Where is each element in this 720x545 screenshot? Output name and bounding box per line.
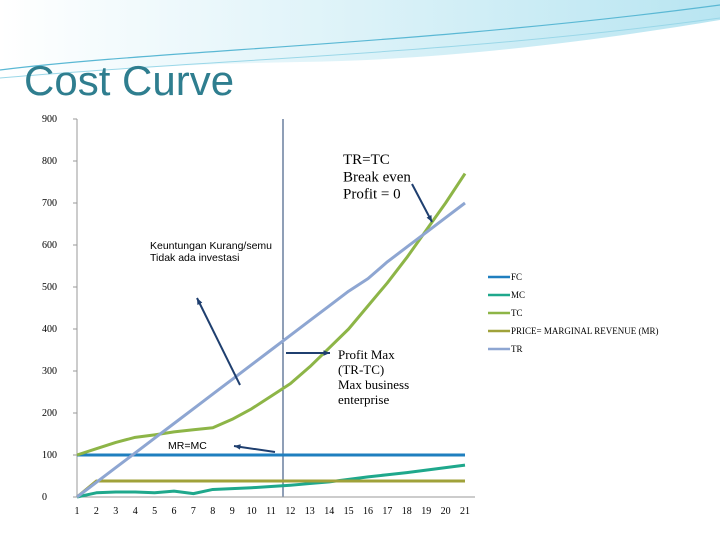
x-tick-label: 2	[94, 506, 99, 517]
x-tick-label: 13	[305, 506, 315, 517]
annotation-arrow	[233, 445, 276, 453]
header-wave-line	[0, 4, 720, 71]
header-wave-line	[0, 17, 720, 79]
annotation: Keuntungan Kurang/semu	[150, 240, 272, 252]
x-tick-label: 21	[460, 506, 470, 517]
y-tick-label: 100	[42, 450, 57, 461]
x-tick-label: 20	[441, 506, 451, 517]
x-tick-label: 7	[191, 506, 196, 517]
y-tick-label: 900	[42, 114, 57, 125]
x-tick-label: 18	[402, 506, 412, 517]
legend-label: PRICE= MARGINAL REVENUE (MR)	[511, 326, 659, 336]
series-line	[76, 463, 466, 499]
legend-label: TC	[511, 308, 523, 318]
arrow-head	[234, 444, 241, 450]
y-tick-label: 700	[42, 198, 57, 209]
annotation: TR=TC	[343, 152, 390, 168]
x-tick-label: 5	[152, 506, 157, 517]
series-line	[76, 479, 465, 499]
annotation: enterprise	[338, 392, 389, 407]
x-tick-label: 9	[230, 506, 235, 517]
x-tick-label: 14	[324, 506, 334, 517]
annotation: Break even	[343, 169, 411, 185]
annotation: MR=MC	[168, 440, 207, 452]
annotation: Max business	[338, 377, 409, 392]
y-tick-label: 200	[42, 408, 57, 419]
y-tick-label: 800	[42, 156, 57, 167]
arrow-head	[323, 350, 330, 356]
annotation-arrow	[411, 183, 433, 223]
x-tick-label: 10	[247, 506, 257, 517]
arrow-head	[426, 215, 432, 222]
legend-label: TR	[511, 344, 523, 354]
x-tick-label: 16	[363, 506, 373, 517]
x-tick-label: 11	[266, 506, 276, 517]
annotation-arrow	[196, 297, 241, 386]
x-tick-label: 15	[344, 506, 354, 517]
annotation: Profit Max	[338, 347, 395, 362]
y-tick-label: 400	[42, 324, 57, 335]
arrow-head	[197, 298, 203, 305]
series-line	[76, 201, 466, 499]
page-title: Cost Curve	[24, 57, 234, 104]
legend-label: MC	[511, 290, 525, 300]
y-tick-label: 600	[42, 240, 57, 251]
annotation: Tidak ada investasi	[150, 252, 240, 264]
y-tick-label: 300	[42, 366, 57, 377]
legend-label: FC	[511, 272, 522, 282]
x-tick-label: 4	[133, 506, 138, 517]
series-line	[76, 172, 467, 457]
y-tick-label: 0	[42, 492, 47, 503]
annotation: Profit = 0	[343, 187, 401, 203]
x-tick-label: 6	[172, 506, 177, 517]
annotation: (TR-TC)	[338, 362, 384, 377]
y-tick-label: 500	[42, 282, 57, 293]
x-tick-label: 8	[210, 506, 215, 517]
x-tick-label: 17	[382, 506, 392, 517]
x-tick-label: 1	[75, 506, 80, 517]
x-tick-label: 12	[285, 506, 295, 517]
x-tick-label: 19	[421, 506, 431, 517]
x-tick-label: 3	[113, 506, 118, 517]
